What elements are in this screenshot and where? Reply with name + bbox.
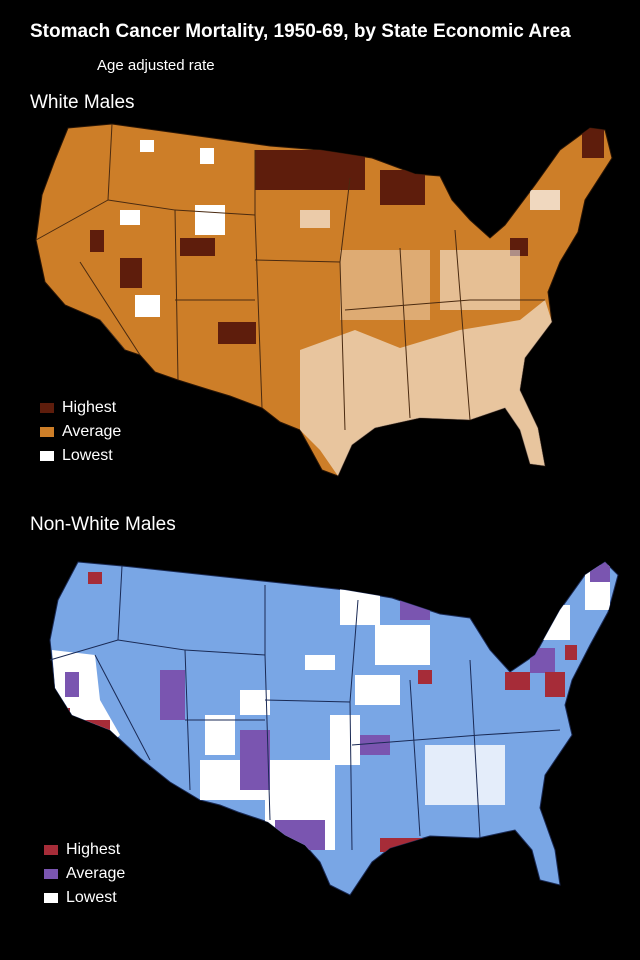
nwm-lowest-area <box>355 675 400 705</box>
non-white-males-map-label: Non-White Males <box>30 514 176 535</box>
legend-swatch-highest <box>40 403 54 413</box>
legend-item: Highest <box>40 396 121 420</box>
wm-highest-area <box>90 230 104 252</box>
legend-swatch-lowest <box>40 451 54 461</box>
wm-lowest-area <box>195 205 225 235</box>
legend-label: Highest <box>66 841 121 858</box>
wm-lowest-area <box>135 295 160 317</box>
nwm-highest-area <box>88 572 102 584</box>
wm-highest-area <box>255 150 365 190</box>
legend-label: Average <box>62 423 122 440</box>
nwm-lowest-area <box>330 715 360 765</box>
nwm-highest-area <box>545 672 565 697</box>
legend-swatch-lowest <box>44 893 58 903</box>
legend-item: Highest <box>44 838 125 862</box>
nwm-average-area <box>360 735 390 755</box>
wm-highest-area <box>180 238 215 256</box>
white-males-map-label: White Males <box>30 92 135 113</box>
legend-swatch-highest <box>44 845 58 855</box>
legend-label: Average <box>66 865 126 882</box>
wm-highest-area <box>120 258 142 288</box>
legend-item: Lowest <box>40 444 121 468</box>
nwm-highest-area <box>505 672 530 690</box>
page-subtitle: Age adjusted rate <box>97 57 215 74</box>
wm-lowest-area <box>340 250 430 320</box>
legend-item: Lowest <box>44 886 125 910</box>
nwm-highest-area <box>80 720 110 735</box>
nwm-average-area <box>530 648 555 673</box>
nwm-average-area <box>275 820 325 850</box>
legend-label: Lowest <box>66 889 117 906</box>
legend-item: Average <box>40 420 121 444</box>
wm-lowest-area <box>120 210 140 225</box>
white-males-state-borders <box>35 123 545 431</box>
page-title: Stomach Cancer Mortality, 1950-69, by St… <box>30 21 571 42</box>
nwm-lowest-area <box>340 580 380 625</box>
nwm-lowest-area <box>425 745 505 805</box>
nwm-lowest-area <box>540 605 570 640</box>
nwm-lowest-area <box>305 655 335 670</box>
wm-highest-area <box>582 128 604 158</box>
nwm-highest-area <box>418 670 432 684</box>
nwm-highest-area <box>565 645 577 660</box>
nwm-highest-area <box>380 838 430 852</box>
wm-lowest-area <box>200 148 214 164</box>
legend-label: Highest <box>62 399 117 416</box>
wm-highest-area <box>218 322 256 344</box>
non-white-males-legend: Highest Average Lowest <box>44 838 125 910</box>
wm-lowest-area <box>140 140 154 152</box>
nwm-average-area <box>160 670 185 720</box>
wm-highest-area <box>380 170 425 205</box>
legend-swatch-average <box>40 427 54 437</box>
legend-item: Average <box>44 862 125 886</box>
nwm-lowest-area <box>205 715 235 755</box>
white-males-legend: Highest Average Lowest <box>40 396 121 468</box>
legend-swatch-average <box>44 869 58 879</box>
nwm-lowest-area <box>240 690 270 715</box>
legend-label: Lowest <box>62 447 113 464</box>
nwm-average-area <box>65 672 79 697</box>
non-white-males-state-borders <box>49 565 561 851</box>
wm-lowest-area <box>300 300 552 476</box>
wm-lowest-area <box>530 190 560 210</box>
nwm-lowest-area <box>375 625 430 665</box>
wm-lowest-area <box>300 210 330 228</box>
nwm-average-area <box>240 730 270 790</box>
